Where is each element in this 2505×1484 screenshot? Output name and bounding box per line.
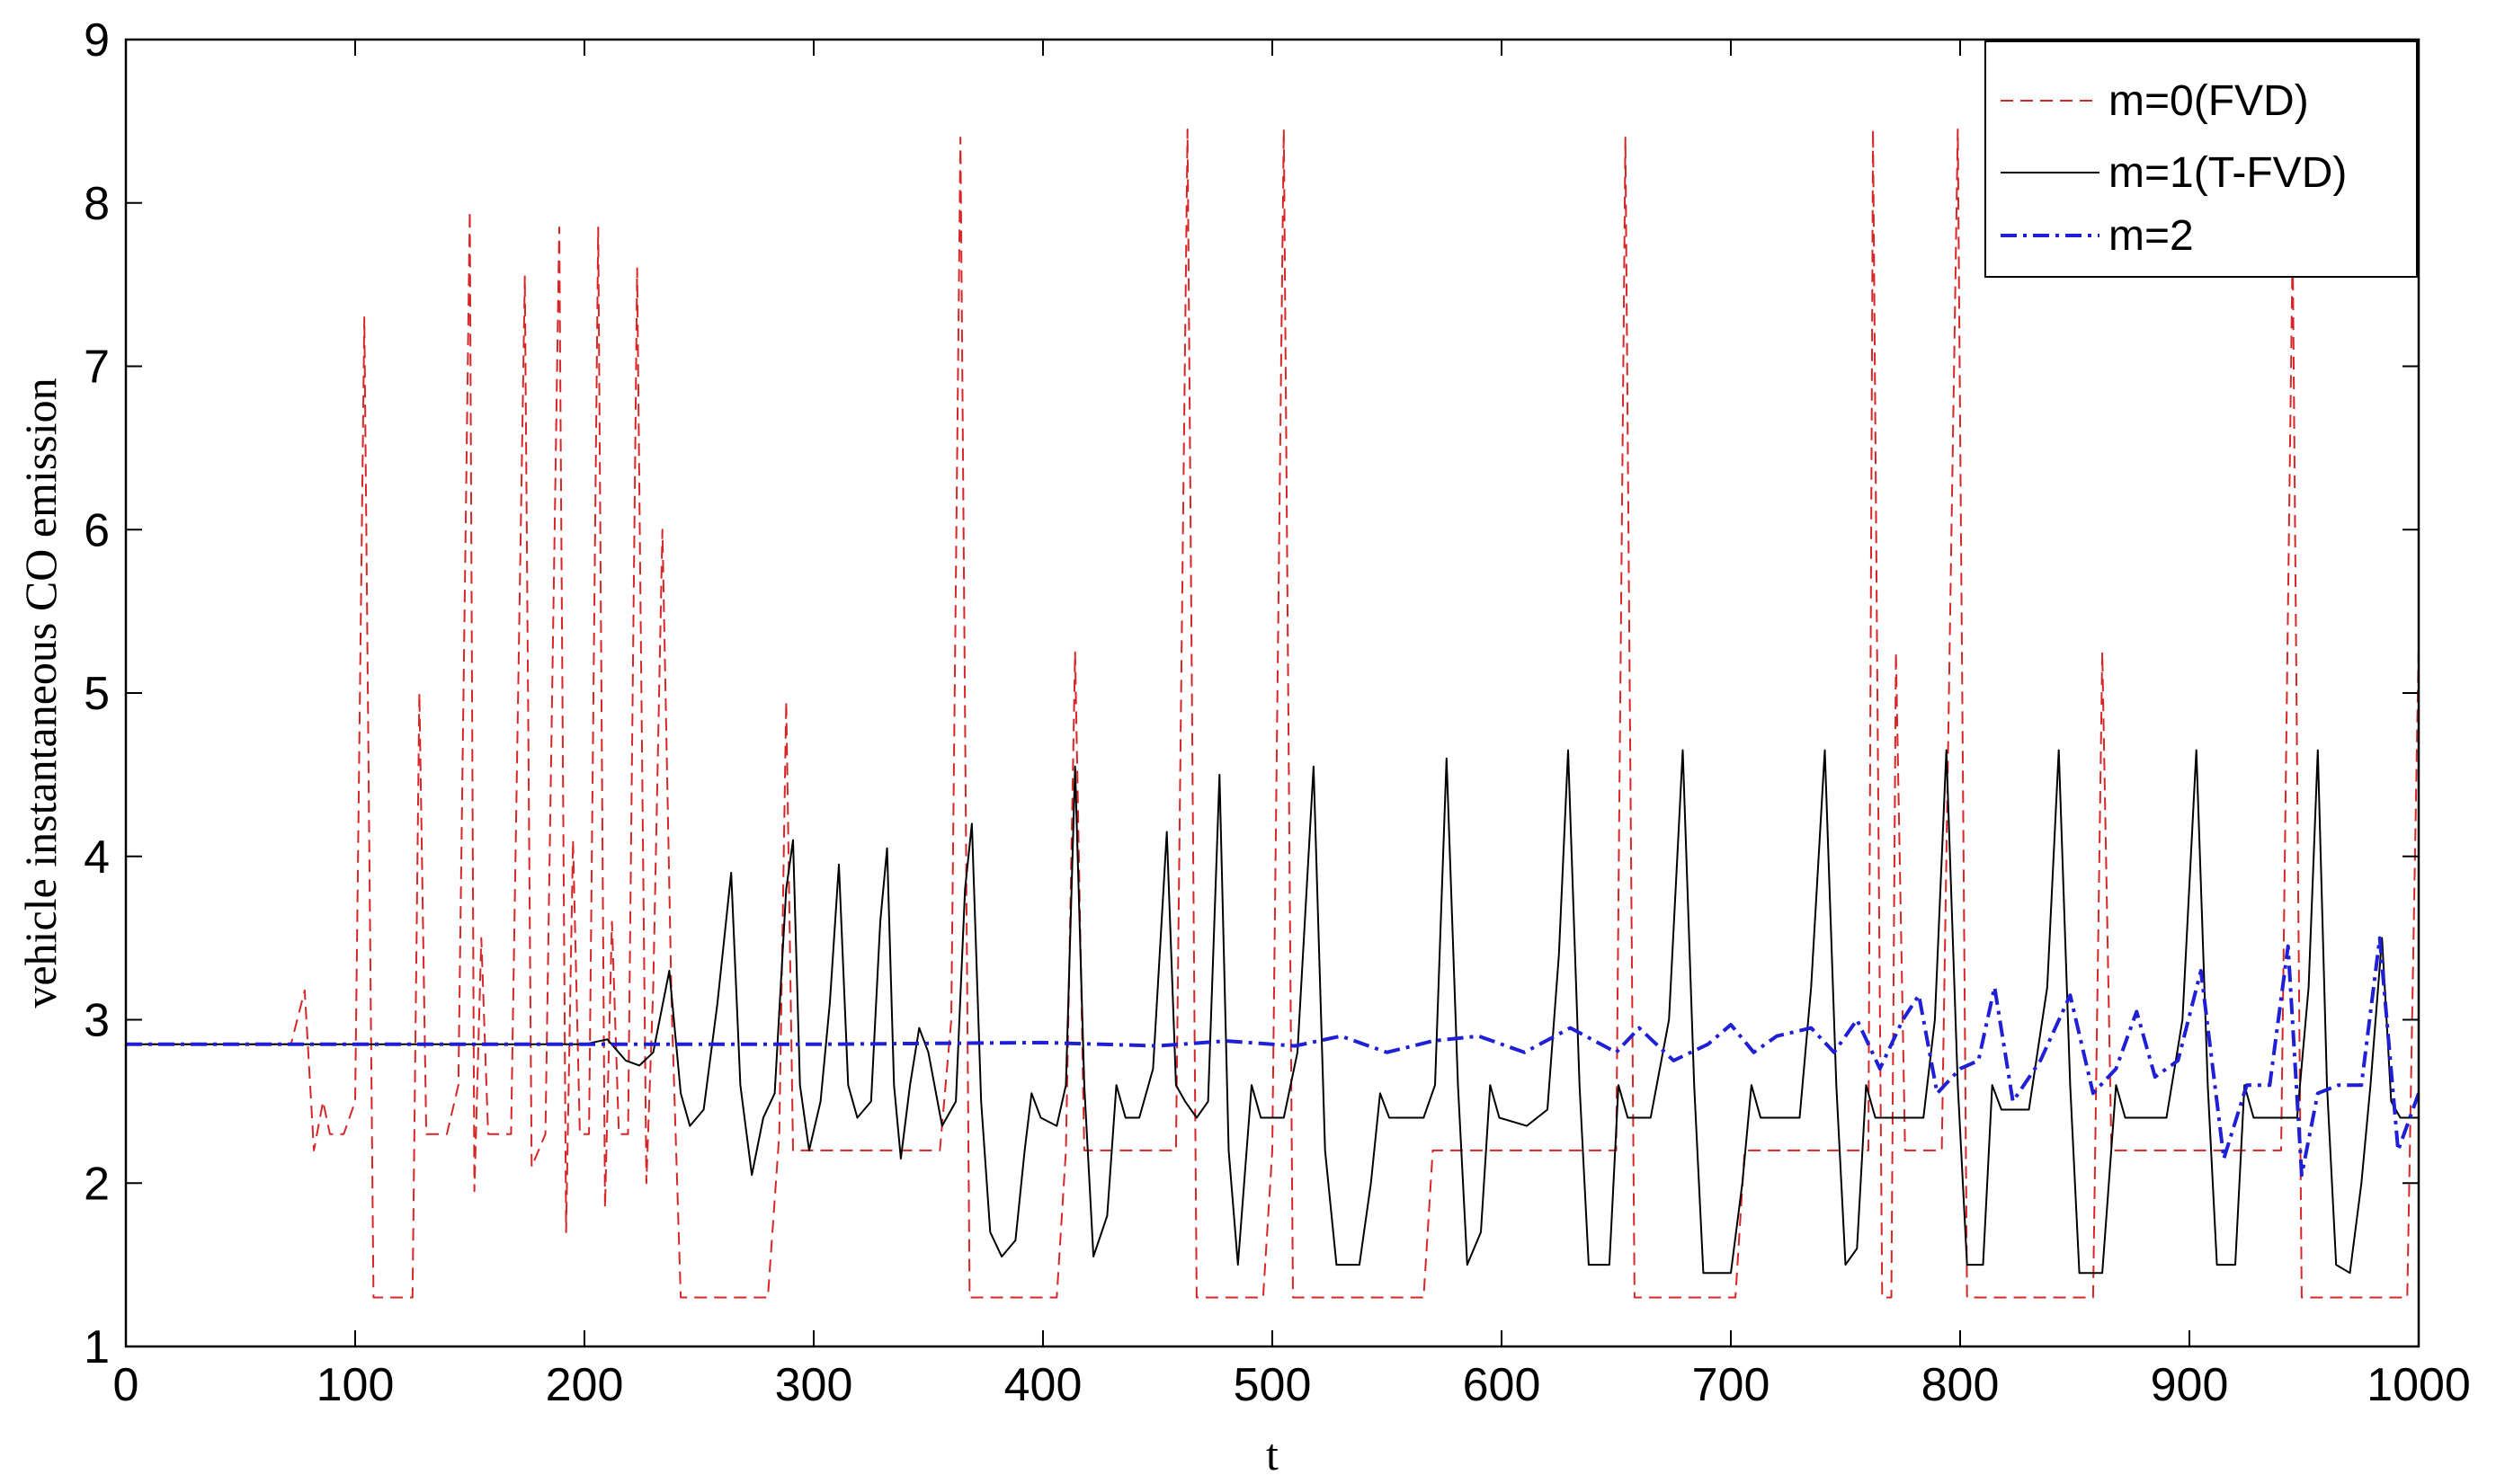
series-line-m=0(FVD): [126, 129, 2419, 1299]
x-tick-label: 300: [775, 1359, 853, 1411]
y-axis-title: vehicle instantaneous CO emission: [15, 378, 66, 1008]
x-tick-label: 900: [2151, 1359, 2229, 1411]
y-tick-label: 8: [84, 178, 110, 230]
y-axis: 1 2 3 4 5 6 7 8 9: [84, 14, 2419, 1373]
legend: m=0(FVD) m=1(T-FVD) m=2: [1984, 40, 2418, 278]
y-tick-label: 7: [84, 342, 110, 394]
legend-label-m2: m=2: [2108, 212, 2194, 260]
y-tick-label: 1: [84, 1321, 110, 1373]
x-tick-label: 800: [1921, 1359, 2000, 1411]
series-line-m=2: [126, 936, 2419, 1177]
y-tick-label: 3: [84, 995, 110, 1047]
y-tick-label: 6: [84, 504, 110, 556]
y-tick-label: 2: [84, 1158, 110, 1210]
x-tick-label: 600: [1463, 1359, 1541, 1411]
legend-label-m1: m=1(T-FVD): [2108, 149, 2347, 197]
series-layer: [126, 129, 2419, 1299]
x-tick-label: 100: [316, 1359, 395, 1411]
x-axis-title: t: [1266, 1429, 1279, 1480]
y-tick-label: 4: [84, 831, 110, 884]
x-tick-label: 200: [546, 1359, 624, 1411]
x-tick-label: 0: [113, 1359, 139, 1411]
x-tick-label: 500: [1234, 1359, 1312, 1411]
legend-box: [1984, 40, 2418, 278]
x-tick-label: 700: [1692, 1359, 1770, 1411]
y-tick-label: 5: [84, 668, 110, 720]
y-tick-label: 9: [84, 14, 110, 67]
x-tick-label: 400: [1004, 1359, 1083, 1411]
x-tick-label: 1000: [2367, 1359, 2471, 1411]
legend-label-m0: m=0(FVD): [2108, 77, 2309, 125]
series-line-m=1(T-FVD): [126, 749, 2419, 1275]
x-axis: 0 100 200 300 400 500 600 700 800 900 1000: [113, 40, 2471, 1411]
